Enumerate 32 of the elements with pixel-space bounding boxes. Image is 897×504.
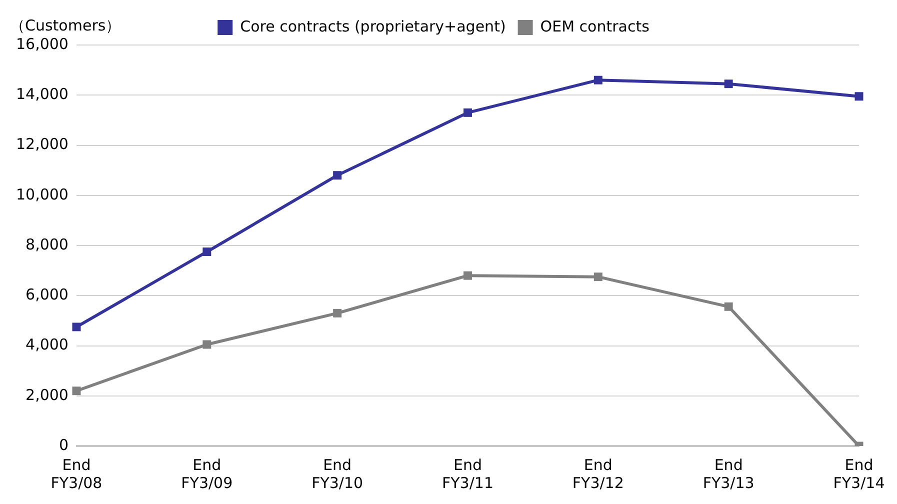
- y-tick-label: 10,000: [16, 185, 68, 204]
- point: [333, 308, 342, 318]
- point: [724, 302, 733, 311]
- x-tick-label: End FY3/13: [702, 456, 754, 492]
- point: [594, 76, 602, 84]
- y-axis-title: （Customers）: [10, 16, 121, 34]
- y-tick-label: 12,000: [16, 135, 68, 154]
- point: [464, 108, 472, 117]
- point: [72, 322, 81, 332]
- y-tick-label: 16,000: [16, 34, 68, 53]
- y-tick-label: 8,000: [26, 235, 68, 254]
- y-tick-label: 14,000: [16, 85, 68, 104]
- point: [594, 272, 602, 282]
- y-tick-label: 2,000: [26, 386, 68, 404]
- y-tick-label: 4,000: [26, 336, 68, 354]
- point: [464, 271, 472, 280]
- x-tick-label: End FY3/10: [312, 456, 364, 492]
- y-tick-label: 6,000: [26, 286, 68, 304]
- x-tick-label: End FY3/09: [181, 456, 233, 492]
- legend-label: Core contracts (proprietary+agent): [240, 17, 506, 36]
- point: [202, 248, 212, 256]
- point: [202, 340, 212, 349]
- point: [854, 92, 864, 101]
- x-tick-label: End FY3/08: [50, 456, 102, 492]
- point: [72, 386, 81, 396]
- x-tick-label: End FY3/12: [572, 456, 624, 492]
- legend-label: OEM contracts: [540, 17, 650, 36]
- point: [724, 80, 733, 88]
- point: [333, 171, 342, 180]
- y-tick-label: 0: [58, 436, 68, 454]
- x-tick-label: End FY3/11: [442, 456, 494, 492]
- x-tick-label: End FY3/14: [833, 456, 885, 492]
